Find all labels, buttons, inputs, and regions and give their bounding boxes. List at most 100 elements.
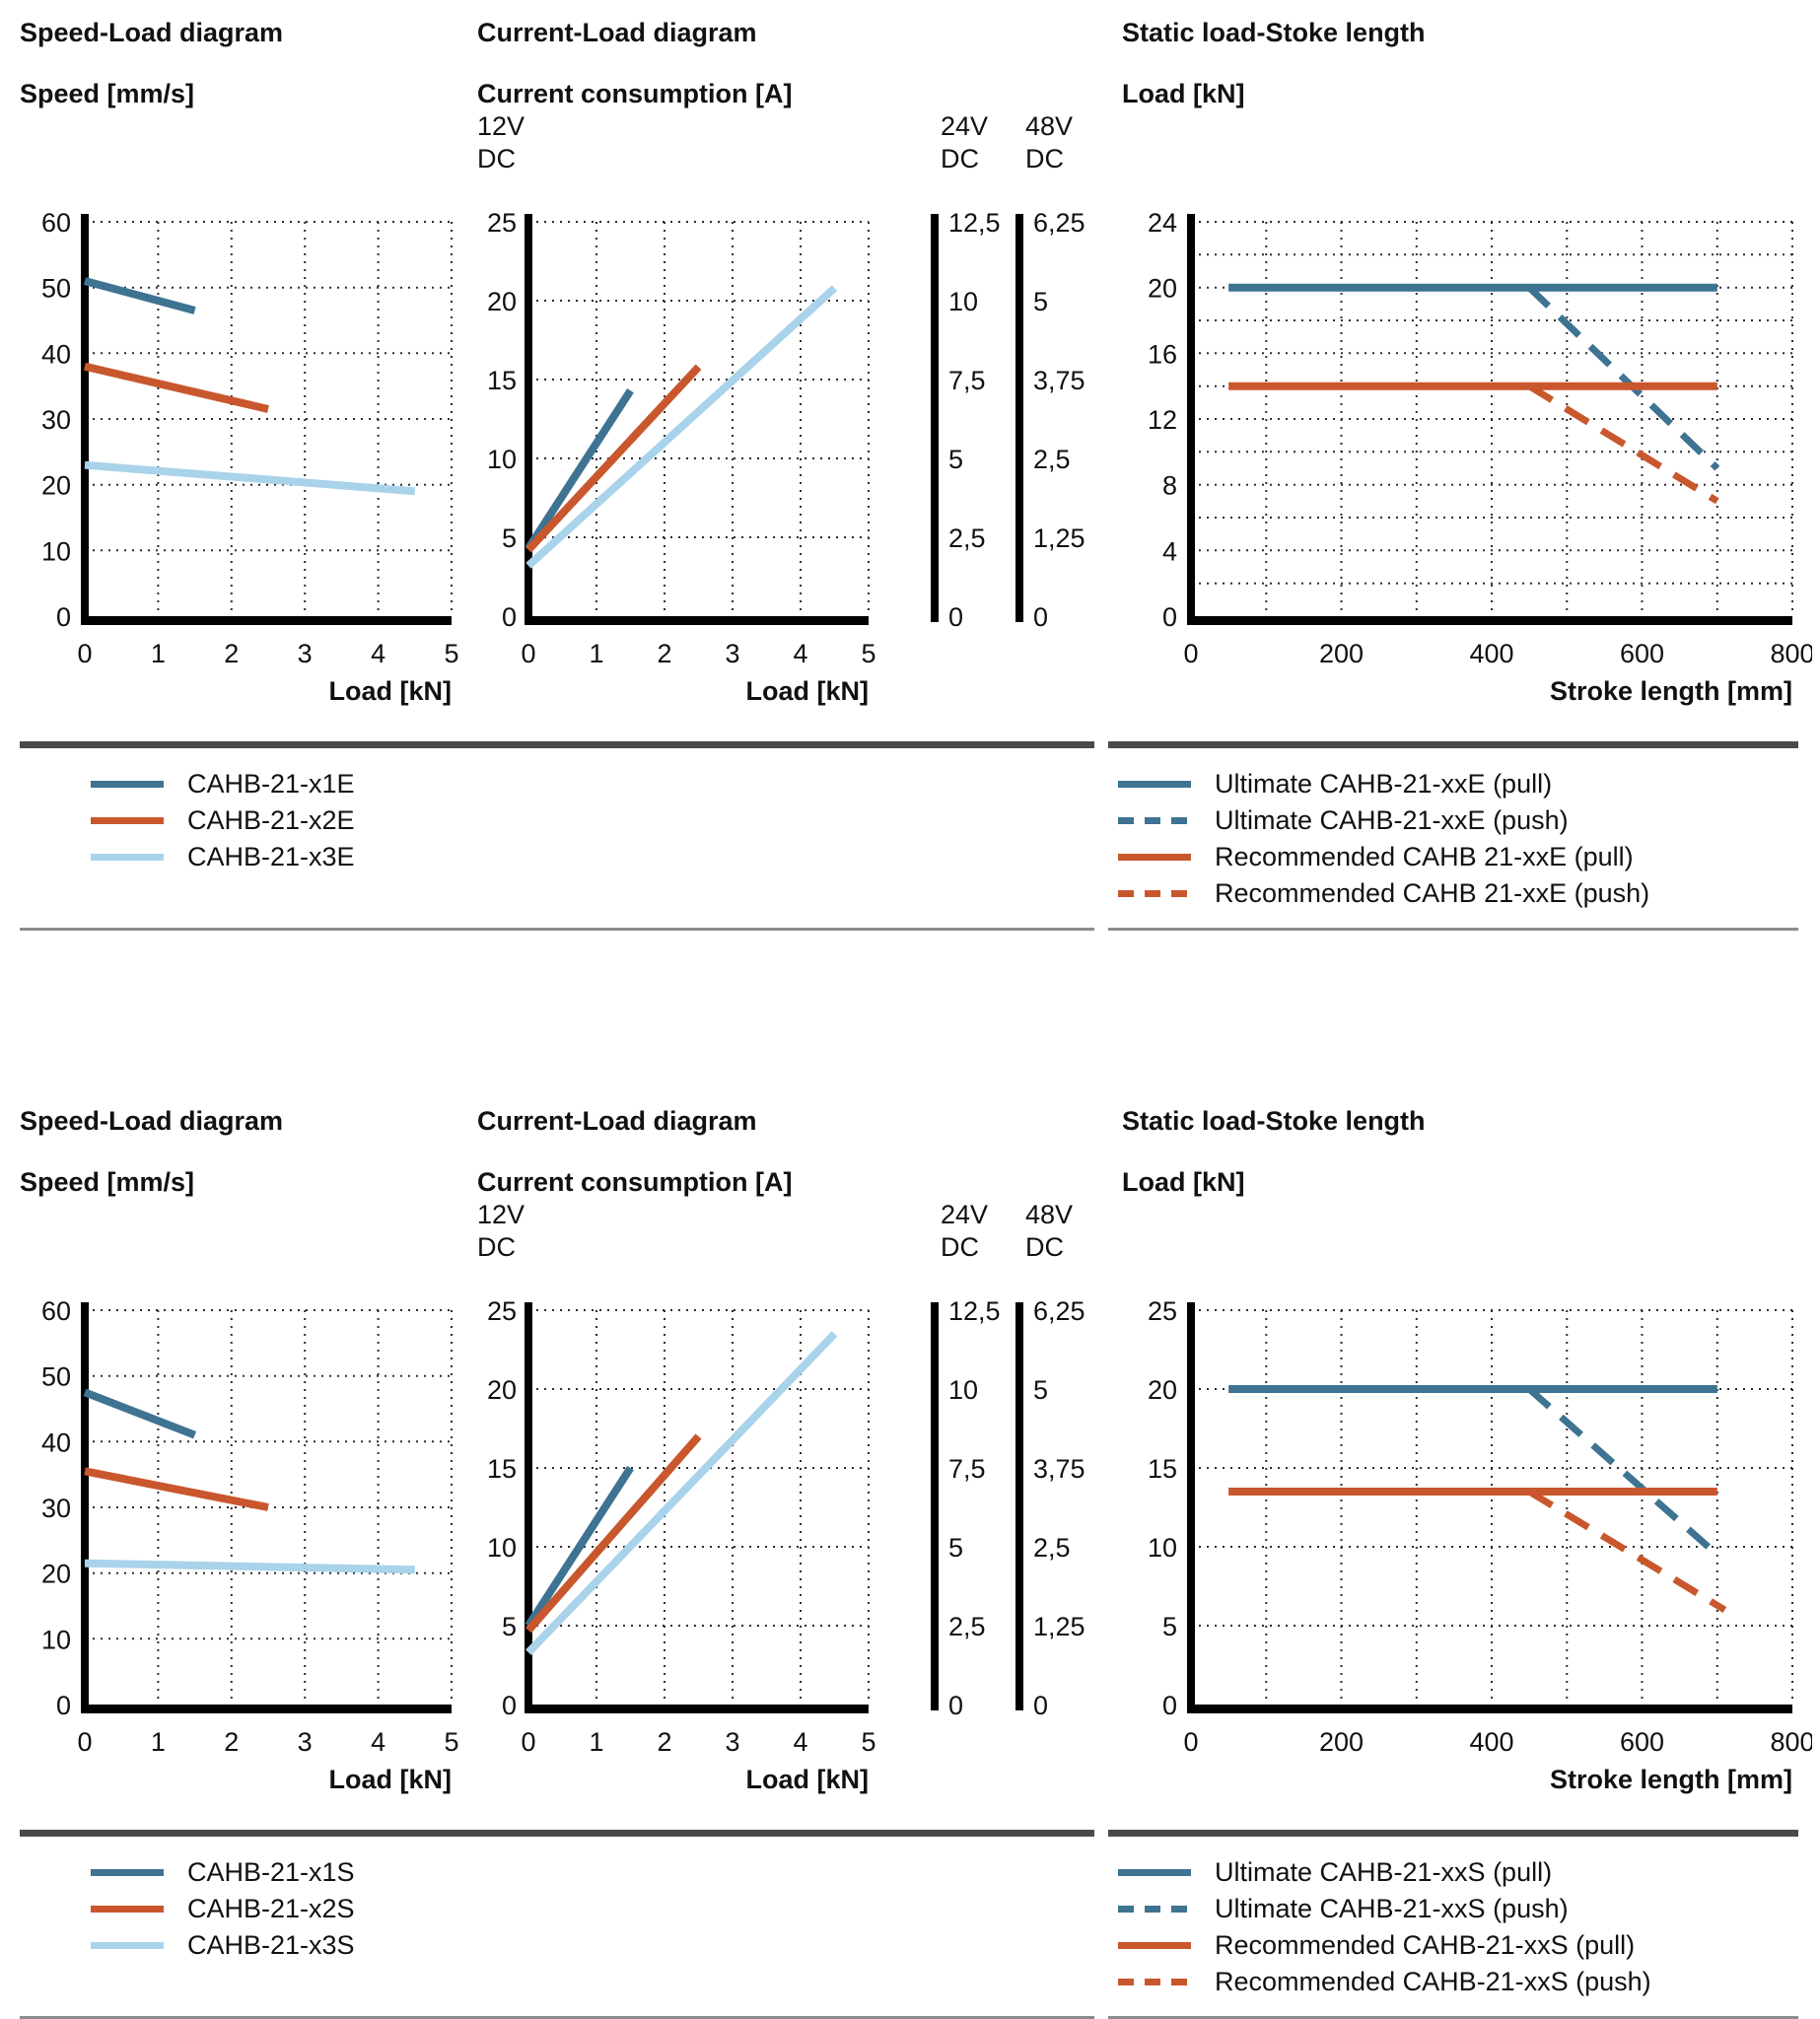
svg-text:0: 0 <box>521 639 535 668</box>
svg-text:15: 15 <box>487 366 517 395</box>
divider-top <box>1108 1830 1798 1837</box>
svg-text:Load [kN]: Load [kN] <box>329 676 453 706</box>
svg-text:3: 3 <box>725 1727 739 1757</box>
voltage-12v-label: 12V DC <box>477 1200 525 1262</box>
legend-models-s: CAHB-21-x1S CAHB-21-x2S CAHB-21-x3S <box>20 1830 1094 2019</box>
divider-bottom <box>20 928 1094 931</box>
svg-text:15: 15 <box>487 1454 517 1484</box>
legend-items: Ultimate CAHB-21-xxE (pull) Ultimate CAH… <box>1108 766 1798 912</box>
legend-line-sample <box>91 1906 164 1913</box>
svg-text:20: 20 <box>1148 274 1177 304</box>
current-load-plot-s: 0 5 10 15 20 25 0 1 2 3 4 5 Load [kN] 12,5 10 7,5 5 2,5 0 6… <box>487 1296 1085 1794</box>
svg-text:5: 5 <box>1162 1612 1177 1641</box>
y-axis-label: Load [kN] <box>1122 1167 1245 1197</box>
svg-text:0: 0 <box>1162 602 1177 632</box>
svg-text:25: 25 <box>487 1296 517 1326</box>
legend-line-sample <box>91 1942 164 1949</box>
legend-line-sample <box>1118 1979 1191 1985</box>
legend-label: CAHB-21-x2S <box>187 1894 355 1923</box>
svg-text:4: 4 <box>371 1727 385 1757</box>
static-load-plot-e: 0 4 8 12 16 20 24 0 200 400 600 800 Stroke length [m… <box>1148 208 1812 706</box>
static-load-chart-s: Static load-Stoke length Load [kN] 0 5 10 1… <box>1122 1106 1812 1800</box>
legend-item: Ultimate CAHB-21-xxS (pull) <box>1118 1854 1798 1891</box>
svg-text:0: 0 <box>1033 1691 1048 1720</box>
svg-text:Load [kN]: Load [kN] <box>746 1765 870 1794</box>
divider-top <box>20 741 1094 748</box>
svg-text:4: 4 <box>793 639 807 668</box>
legend-label: Recommended CAHB-21-xxS (pull) <box>1215 1930 1636 1960</box>
svg-text:0: 0 <box>56 1691 71 1720</box>
chart-title: Static load-Stoke length <box>1122 18 1426 47</box>
legend-items: CAHB-21-x1E CAHB-21-x2E CAHB-21-x3E <box>20 766 1094 875</box>
speed-load-plot-e: 0 10 20 30 40 50 60 0 1 2 3 4 5 Load [kN] <box>41 208 459 706</box>
svg-text:12,5: 12,5 <box>948 1296 1001 1326</box>
svg-text:0: 0 <box>521 1727 535 1757</box>
y-axis-label: Speed [mm/s] <box>20 1167 195 1197</box>
svg-text:3,75: 3,75 <box>1033 366 1085 395</box>
svg-text:800: 800 <box>1770 639 1812 668</box>
legend-line-sample <box>1118 781 1191 788</box>
legend-item: CAHB-21-x1S <box>91 1854 1094 1891</box>
svg-text:Load [kN]: Load [kN] <box>329 1765 453 1794</box>
static-load-chart-e: Static load-Stoke length Load [kN] 0 4 8 12… <box>1122 18 1812 712</box>
svg-text:10: 10 <box>948 1375 978 1405</box>
legend-label: CAHB-21-x1S <box>187 1857 355 1887</box>
svg-text:5: 5 <box>1033 287 1048 316</box>
legend-line-sample <box>1118 854 1191 861</box>
svg-text:5: 5 <box>444 639 458 668</box>
y-axis-label: Load [kN] <box>1122 79 1245 108</box>
static-load-plot-s: 0 5 10 15 20 25 0 200 400 600 800 Stroke length [mm… <box>1148 1296 1812 1794</box>
speed-load-plot-s: 0 10 20 30 40 50 60 0 1 2 3 4 5 Load [kN] <box>41 1296 459 1794</box>
svg-text:20: 20 <box>487 287 517 316</box>
svg-text:6,25: 6,25 <box>1033 1296 1085 1326</box>
axis-header-zone <box>20 1201 463 1295</box>
section-cahb-21-e: Speed-Load diagram Speed [mm/s] 0 10 20 30 4… <box>20 18 1812 931</box>
svg-text:5: 5 <box>948 1533 963 1563</box>
charts-row-s: Speed-Load diagram Speed [mm/s] 0 10 20 30 4… <box>20 1106 1812 1800</box>
legend-line-sample <box>1118 817 1191 824</box>
legend-line-sample <box>91 1869 164 1876</box>
legend-item: Ultimate CAHB-21-xxE (pull) <box>1118 766 1798 802</box>
speed-load-chart-s: Speed-Load diagram Speed [mm/s] 0 10 20 30 4… <box>20 1106 463 1800</box>
divider-top <box>20 1830 1094 1837</box>
svg-text:3,75: 3,75 <box>1033 1454 1085 1484</box>
speed-load-chart-e: Speed-Load diagram Speed [mm/s] 0 10 20 30 4… <box>20 18 463 712</box>
svg-text:0: 0 <box>502 1691 517 1720</box>
svg-text:50: 50 <box>41 274 71 304</box>
y-axis-label: Current consumption [A] <box>477 1167 793 1197</box>
svg-text:50: 50 <box>41 1362 71 1392</box>
legend-label: Recommended CAHB 21-xxE (push) <box>1215 878 1650 908</box>
legend-label: Ultimate CAHB-21-xxE (pull) <box>1215 769 1553 799</box>
legend-row-e: CAHB-21-x1E CAHB-21-x2E CAHB-21-x3E <box>20 741 1812 931</box>
svg-text:0: 0 <box>948 602 963 632</box>
svg-text:12,5: 12,5 <box>948 208 1001 238</box>
svg-text:2: 2 <box>657 639 671 668</box>
svg-text:7,5: 7,5 <box>948 1454 986 1484</box>
current-load-chart-e: Current-Load diagram Current consumption… <box>477 18 1108 712</box>
legend-item: CAHB-21-x3E <box>91 839 1094 875</box>
svg-text:60: 60 <box>41 1296 71 1326</box>
legend-item: CAHB-21-x2S <box>91 1891 1094 1927</box>
divider-bottom <box>1108 2016 1798 2019</box>
svg-text:5: 5 <box>861 639 875 668</box>
svg-text:5: 5 <box>502 523 517 553</box>
legend-item: CAHB-21-x2E <box>91 802 1094 839</box>
svg-text:0: 0 <box>1183 1727 1198 1757</box>
svg-text:40: 40 <box>41 1427 71 1457</box>
legend-item: Recommended CAHB 21-xxE (push) <box>1118 875 1798 912</box>
svg-text:1: 1 <box>589 1727 603 1757</box>
legend-label: Ultimate CAHB-21-xxE (push) <box>1215 805 1569 835</box>
legend-item: Ultimate CAHB-21-xxE (push) <box>1118 802 1798 839</box>
legend-label: CAHB-21-x3E <box>187 842 355 871</box>
chart-title: Speed-Load diagram <box>20 18 284 47</box>
svg-text:0: 0 <box>77 1727 92 1757</box>
svg-text:8: 8 <box>1162 471 1177 501</box>
svg-text:Stroke length [mm]: Stroke length [mm] <box>1550 1765 1792 1794</box>
svg-text:6,25: 6,25 <box>1033 208 1085 238</box>
svg-text:25: 25 <box>1148 1296 1177 1326</box>
svg-text:1: 1 <box>151 639 166 668</box>
svg-text:15: 15 <box>1148 1454 1177 1484</box>
svg-text:400: 400 <box>1469 1727 1513 1757</box>
legend-line-sample <box>1118 1906 1191 1913</box>
